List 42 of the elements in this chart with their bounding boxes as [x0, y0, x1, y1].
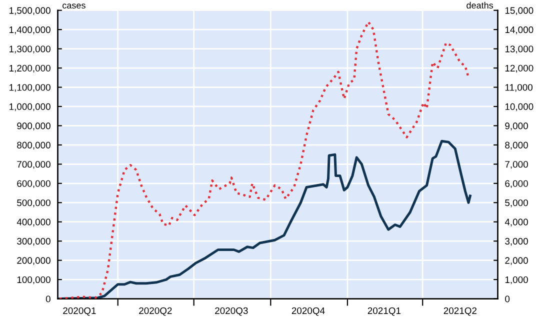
line-series	[58, 140, 472, 299]
y2-tick-label: 3,000	[505, 238, 528, 246]
y-tick-label: 200,000	[17, 257, 50, 265]
y2-axis-title: deaths	[466, 2, 494, 9]
y2-tick-label: 12,000	[505, 64, 534, 73]
y-tick-label: 400,000	[16, 218, 50, 226]
y-tick-label: 1,200,000	[10, 64, 50, 73]
y2-tick-label: 14,000	[505, 26, 534, 34]
y-tick-label: 300,000	[17, 238, 50, 246]
x-tick-label: 2020Q3	[215, 307, 248, 316]
x-tick-label: 2020Q4	[292, 307, 325, 316]
y2-tick-label: 9,000	[505, 122, 528, 130]
y2-tick-label: 7,000	[505, 160, 528, 169]
y2-tick-label: 5,000	[505, 199, 528, 208]
y-tick-label: 100,000	[17, 276, 50, 284]
line-series	[58, 20, 470, 299]
x-tick-label: 2021Q1	[368, 307, 401, 316]
y2-tick-label: 13,000	[505, 46, 534, 54]
y2-tick-label: 11,000	[505, 84, 533, 92]
y-tick-label: 800,000	[17, 142, 50, 150]
y2-tick-label: 2,000	[505, 257, 528, 265]
y2-tick-label: 8,000	[505, 142, 528, 150]
y-tick-label: 1,500,000	[10, 7, 50, 15]
y-tick-label: 700,000	[17, 160, 50, 169]
x-tick-label: 2021Q2	[444, 307, 477, 316]
y-tick-label: 0	[46, 296, 50, 302]
y-tick-label: 1,000,000	[10, 103, 50, 112]
x-tick-label: 2020Q2	[139, 307, 172, 316]
y-tick-label: 1,100,000	[10, 84, 50, 92]
y-tick-label: 1,400,000	[10, 26, 50, 34]
y2-tick-label: 10,000	[505, 103, 534, 112]
y-tick-label: 600,000	[17, 180, 50, 188]
y-axis-title: cases	[62, 4, 86, 9]
x-tick-label: 2020Q1	[63, 307, 96, 316]
y-tick-label: 900,000	[17, 122, 50, 130]
y-tick-label: 1,300,000	[10, 46, 50, 54]
y2-tick-label: 0	[505, 296, 510, 302]
y2-tick-label: 1,000	[505, 276, 528, 284]
y2-tick-label: 4,000	[504, 218, 528, 226]
y2-tick-label: 15,000	[505, 7, 534, 15]
y2-tick-label: 6,000	[505, 180, 528, 188]
y-tick-label: 500,000	[17, 199, 50, 208]
